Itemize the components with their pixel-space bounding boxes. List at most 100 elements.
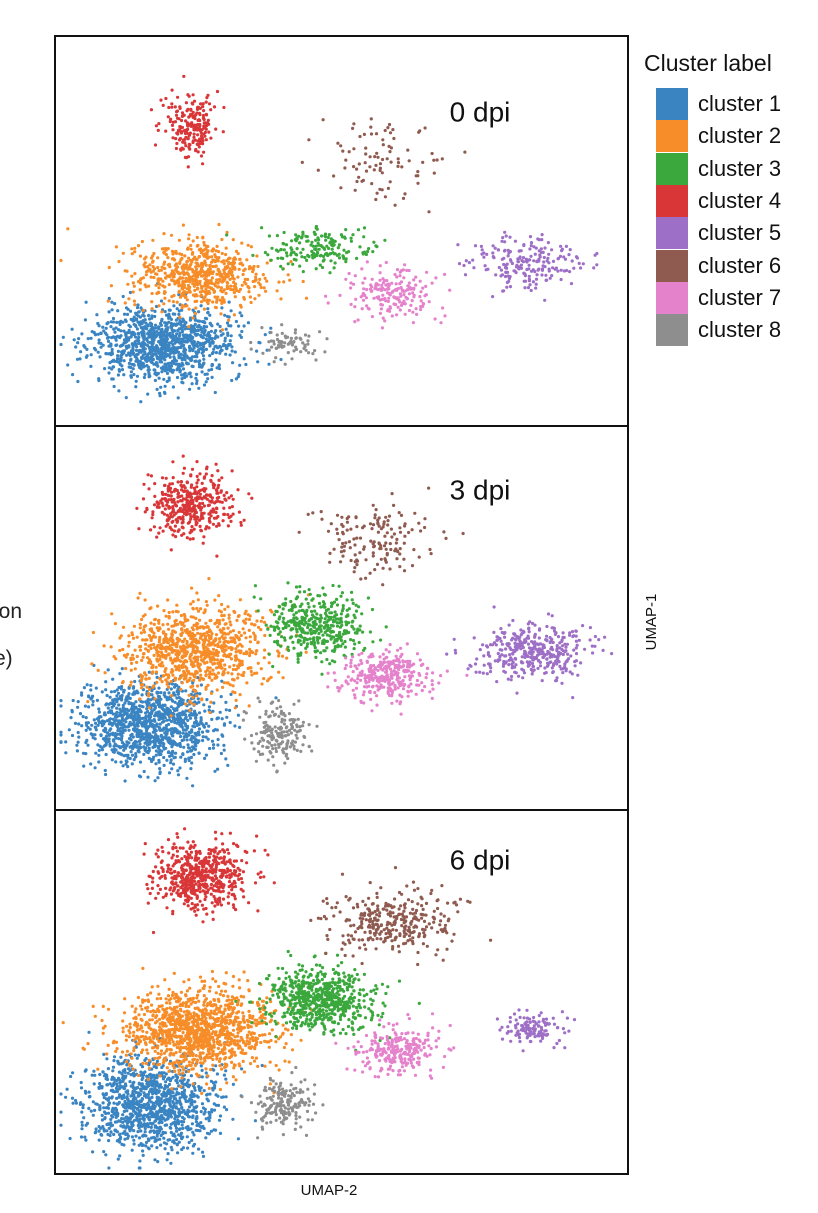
data-point	[204, 380, 208, 384]
data-point	[210, 717, 214, 722]
data-point	[170, 639, 174, 643]
data-point	[213, 282, 217, 286]
data-point	[529, 288, 533, 293]
data-point	[135, 727, 139, 731]
data-point	[361, 281, 365, 285]
data-point	[338, 630, 342, 635]
data-point	[149, 360, 153, 364]
data-point	[203, 636, 208, 640]
data-point	[280, 654, 285, 658]
data-point	[339, 594, 343, 598]
data-point	[195, 591, 199, 595]
data-point	[310, 609, 314, 614]
data-point	[125, 760, 129, 764]
data-point	[165, 698, 169, 702]
data-point	[204, 347, 208, 351]
data-point	[174, 113, 179, 117]
data-point	[535, 273, 539, 277]
data-point	[149, 758, 153, 762]
data-point	[194, 645, 198, 649]
data-point	[529, 241, 534, 245]
data-point	[216, 737, 220, 742]
data-point	[211, 300, 215, 304]
data-point	[343, 236, 347, 240]
data-point	[307, 605, 311, 609]
data-point	[202, 357, 206, 361]
data-point	[152, 755, 156, 759]
data-point	[129, 365, 133, 370]
data-point	[213, 253, 217, 257]
data-point	[207, 331, 211, 335]
data-point	[131, 718, 135, 722]
data-point	[225, 715, 229, 719]
data-point	[207, 705, 211, 709]
data-point	[123, 301, 127, 305]
data-point	[265, 261, 269, 265]
data-point	[463, 150, 467, 154]
data-point	[194, 274, 198, 278]
data-point	[111, 677, 115, 681]
data-point	[547, 252, 551, 256]
cluster-points	[149, 74, 226, 169]
data-point	[251, 253, 255, 257]
data-point	[138, 591, 142, 596]
data-point	[201, 162, 205, 166]
data-point	[289, 260, 293, 264]
data-point	[110, 612, 114, 616]
data-point	[471, 258, 475, 262]
data-point	[224, 632, 228, 636]
data-point	[209, 691, 214, 696]
data-point	[139, 320, 143, 324]
data-point	[113, 622, 117, 626]
data-point	[194, 261, 198, 265]
data-point	[260, 682, 264, 686]
data-point	[385, 157, 389, 161]
data-point	[116, 309, 120, 313]
data-point	[289, 599, 293, 604]
data-point	[142, 364, 146, 368]
data-point	[570, 259, 574, 263]
data-point	[191, 270, 195, 274]
data-point	[316, 641, 320, 645]
data-point	[250, 266, 254, 270]
data-point	[177, 309, 181, 313]
data-point	[145, 270, 149, 274]
data-point	[122, 754, 126, 758]
data-point	[501, 236, 505, 240]
data-point	[192, 327, 196, 331]
data-point	[202, 254, 207, 258]
data-point	[147, 335, 151, 339]
data-point	[403, 192, 407, 196]
data-point	[291, 640, 295, 644]
data-point	[167, 376, 171, 380]
data-point	[324, 238, 328, 242]
data-point	[383, 297, 387, 302]
data-point	[129, 357, 133, 361]
data-point	[283, 362, 287, 366]
data-point	[197, 727, 202, 731]
data-point	[89, 336, 93, 340]
data-point	[379, 302, 383, 307]
data-point	[110, 748, 114, 752]
data-point	[187, 325, 191, 329]
data-point	[345, 608, 349, 612]
data-point	[189, 247, 193, 251]
data-point	[170, 767, 174, 771]
data-point	[198, 325, 202, 329]
data-point	[166, 685, 171, 689]
data-point	[158, 676, 162, 681]
data-point	[222, 748, 226, 752]
data-point	[117, 737, 121, 741]
data-point	[202, 725, 207, 729]
data-point	[441, 306, 445, 310]
data-point	[187, 713, 192, 718]
data-point	[188, 708, 192, 713]
data-point	[238, 598, 242, 602]
data-point	[225, 286, 229, 291]
data-point	[107, 366, 111, 370]
data-point	[203, 316, 208, 320]
data-point	[197, 264, 201, 268]
data-point	[178, 370, 182, 374]
data-point	[313, 247, 317, 251]
data-point	[503, 274, 508, 279]
